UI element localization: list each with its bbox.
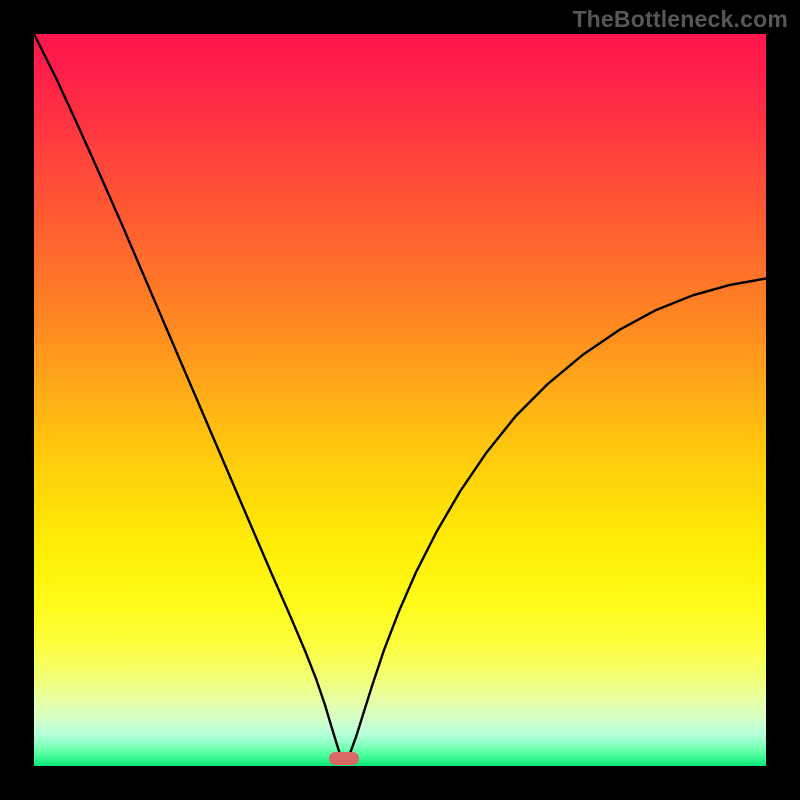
plot-area	[34, 34, 766, 766]
optimal-point-marker	[329, 752, 359, 765]
bottleneck-curve	[34, 34, 766, 766]
chart-container: { "figure": { "type": "curve-plot", "wid…	[0, 0, 800, 800]
branding-watermark: TheBottleneck.com	[572, 6, 788, 33]
